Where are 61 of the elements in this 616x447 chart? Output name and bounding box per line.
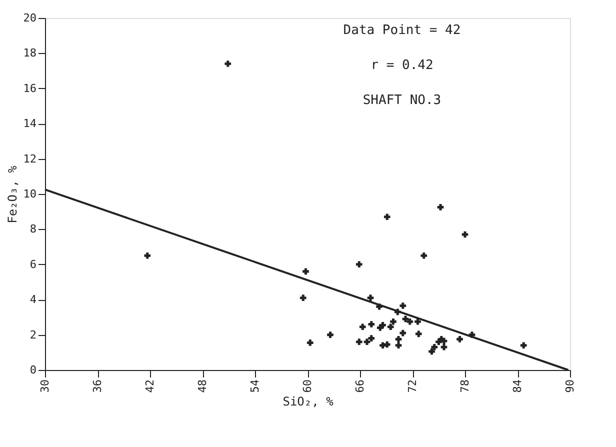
x-tick-label: 42 (144, 380, 156, 393)
point (384, 341, 390, 348)
point (300, 294, 306, 301)
point (367, 294, 374, 301)
x-tick-label: 72 (406, 380, 419, 393)
y-axis-title: Fe₂O₃, % (5, 164, 20, 224)
y-tick-label: 2 (30, 328, 36, 342)
point (144, 252, 151, 259)
point (306, 340, 314, 346)
annotation: Data Point = 42 (343, 23, 461, 38)
x-tick-label: 90 (564, 380, 576, 393)
point (400, 330, 406, 336)
point (380, 322, 386, 328)
x-tick-label: 66 (354, 380, 366, 393)
point (359, 324, 366, 330)
point (387, 324, 394, 330)
point (384, 214, 390, 220)
y-tick-label: 18 (23, 46, 36, 60)
point (520, 342, 527, 349)
point (395, 336, 402, 342)
point (327, 332, 334, 338)
point (462, 231, 468, 238)
y-tick-label: 12 (23, 152, 36, 166)
annotation: SHAFT NO.3 (362, 93, 442, 108)
point (420, 252, 428, 259)
point (400, 302, 406, 309)
point (356, 338, 362, 345)
x-tick-label: 60 (301, 380, 314, 393)
point (390, 318, 396, 325)
annotation: r = 0.42 (370, 58, 434, 73)
point (428, 348, 435, 355)
x-axis-title: SiO₂, % (282, 394, 334, 409)
y-tick-label: 0 (30, 364, 36, 376)
point (437, 204, 444, 210)
point (364, 338, 370, 345)
point (395, 342, 402, 349)
x-tick-label: 48 (196, 380, 209, 393)
x-tick-label: 30 (38, 380, 52, 393)
y-tick-label: 16 (23, 82, 36, 95)
point (440, 344, 448, 350)
x-tick-label: 78 (458, 380, 472, 393)
point (406, 318, 414, 325)
y-tick-label: 8 (30, 222, 36, 236)
x-tick-label: 84 (511, 379, 524, 393)
y-tick-label: 10 (23, 188, 36, 200)
point (402, 316, 409, 322)
y-tick-label: 6 (30, 258, 36, 271)
point (456, 336, 463, 342)
point (414, 318, 421, 325)
y-tick-label: 4 (30, 293, 37, 306)
point (431, 344, 438, 350)
point (415, 330, 422, 338)
point (368, 335, 375, 342)
point (302, 268, 309, 275)
point (368, 321, 375, 328)
x-tick-label: 54 (248, 379, 262, 393)
y-tick-label: 14 (23, 117, 37, 130)
point (224, 60, 232, 67)
point (356, 261, 362, 268)
x-tick-label: 36 (91, 380, 104, 393)
y-tick-label: 20 (23, 12, 36, 24)
